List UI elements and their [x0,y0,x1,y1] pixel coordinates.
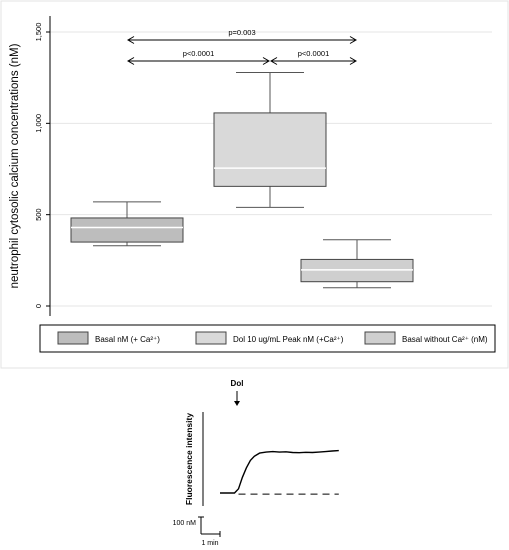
y-tick-label: 0 [34,304,43,308]
comparison-arrow-left [270,57,278,65]
dol-arrow-head [234,401,240,406]
fluorescence-trace-line [220,449,339,494]
comparison-arrow-right [262,57,270,65]
legend-label-basal-no-ca: Basal without Ca²⁺ (nM) [402,335,488,344]
legend-swatch-dol-peak [195,331,227,345]
comparison-arrow-right [349,36,357,44]
trace-y-axis-label: Fluorescence intensity [184,413,194,505]
box [213,112,327,187]
trace-lines [220,449,339,495]
box-series [70,72,414,289]
legend-swatch-basal-no-ca [364,331,396,345]
y-axis-ticks: 0 500 1,000 1,500 [34,23,50,308]
legend-item-basal: Basal nM (+ Ca²⁺) [57,331,160,345]
comparison-arrow-left [127,36,135,44]
scale-bar-x-label: 1 min [201,540,218,547]
comparison: p<0.0001 [127,49,270,65]
legend-label-dol-peak: Dol 10 ug/mL Peak nM (+Ca²⁺) [233,335,344,344]
comparison-arrow-right [349,57,357,65]
comparison-label: p<0.0001 [183,49,215,58]
comparison: p=0.003 [127,28,357,44]
scale-bar-y-label: 100 nM [173,520,197,527]
box-group [300,239,414,289]
significance-comparisons: p<0.0001 p<0.0001 p=0.003 [127,28,357,65]
comparison: p<0.0001 [270,49,357,65]
dol-annotation: Dol [231,379,244,388]
comparison-label: p=0.003 [228,28,255,37]
y-tick-label: 500 [34,208,43,221]
comparison-label: p<0.0001 [298,49,330,58]
y-axis-label: neutrophil cytosolic calcium concentrati… [9,43,21,288]
trace-panel: Dol Fluorescence intensity 100 nM 1 min [173,379,339,547]
legend-label-basal: Basal nM (+ Ca²⁺) [95,335,160,344]
legend-item-dol-peak: Dol 10 ug/mL Peak nM (+Ca²⁺) [195,331,344,345]
box [70,217,184,243]
y-tick-label: 1,000 [34,114,43,133]
box-group [70,201,184,247]
legend: Basal nM (+ Ca²⁺) Dol 10 ug/mL Peak nM (… [39,324,496,353]
legend-item-basal-no-ca: Basal without Ca²⁺ (nM) [364,331,488,345]
legend-swatch-basal [57,331,89,345]
comparison-arrow-left [127,57,135,65]
y-tick-label: 1,500 [34,23,43,42]
legend-frame [39,324,496,353]
box-group [213,72,327,208]
